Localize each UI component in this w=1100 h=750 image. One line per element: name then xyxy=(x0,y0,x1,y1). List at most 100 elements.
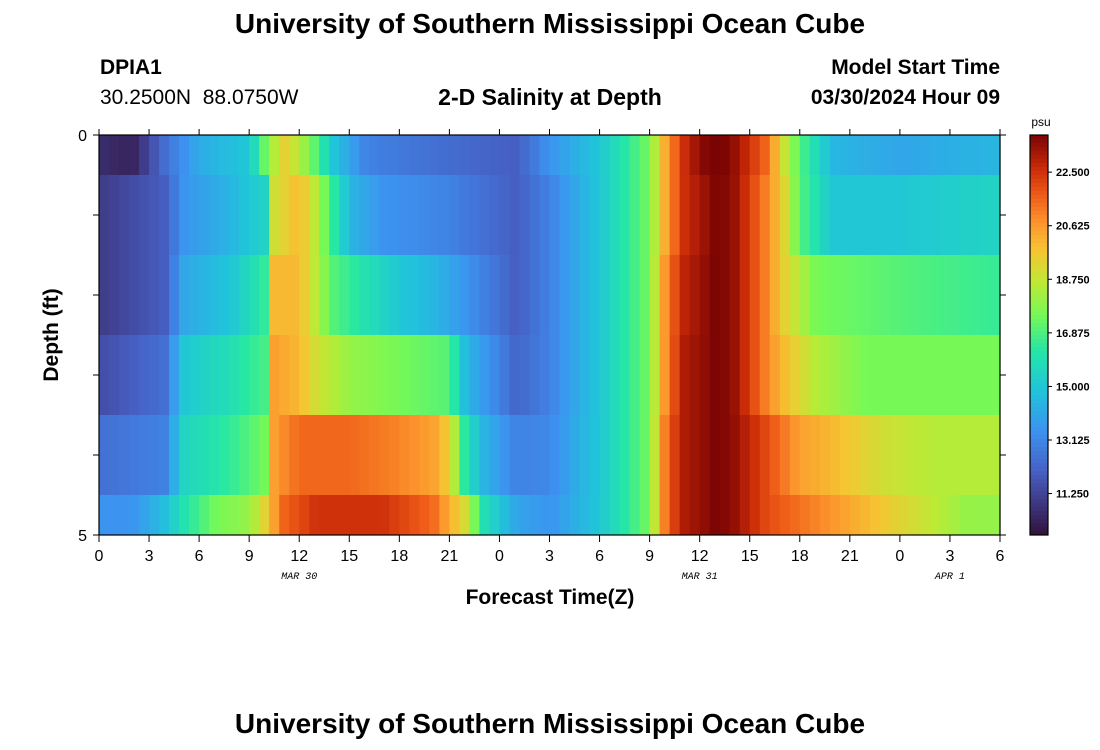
heatmap-cell xyxy=(839,135,851,176)
heatmap-cell xyxy=(879,175,891,256)
heatmap-cell xyxy=(669,415,681,496)
heatmap-cell xyxy=(429,495,440,536)
heatmap-cell xyxy=(359,495,370,536)
colorbar-segment xyxy=(1030,387,1048,392)
x-tick-label: 3 xyxy=(945,548,954,565)
heatmap-cell xyxy=(259,255,270,336)
heatmap-cell xyxy=(389,415,400,496)
heatmap-cell xyxy=(639,495,651,536)
heatmap-cell xyxy=(539,175,551,256)
heatmap-cell xyxy=(499,495,511,536)
heatmap-cell xyxy=(569,255,581,336)
heatmap-cell xyxy=(829,415,841,496)
colorbar-segment xyxy=(1030,219,1048,224)
heatmap-cell xyxy=(149,135,160,176)
colorbar-tick-label: 13.125 xyxy=(1056,435,1090,447)
colorbar-tick-label: 11.250 xyxy=(1056,489,1089,501)
heatmap-cell xyxy=(459,495,471,536)
heatmap-cell xyxy=(969,255,981,336)
heatmap-cell xyxy=(939,495,951,536)
heatmap-cell xyxy=(439,415,450,496)
colorbar-segment xyxy=(1030,179,1048,184)
heatmap-cell xyxy=(519,495,531,536)
colorbar-segment xyxy=(1030,227,1048,232)
date-label: MAR 30 xyxy=(281,572,317,583)
heatmap-cell xyxy=(409,175,420,256)
colorbar-segment xyxy=(1030,379,1048,384)
heatmap-cell xyxy=(499,255,511,336)
heatmap-cell xyxy=(879,415,891,496)
heatmap-cell xyxy=(909,255,921,336)
heatmap-cell xyxy=(599,175,611,256)
heatmap-cell xyxy=(769,415,781,496)
colorbar-segment xyxy=(1030,259,1048,264)
heatmap-cell xyxy=(419,135,430,176)
heatmap-cell xyxy=(219,495,230,536)
colorbar-segment xyxy=(1030,359,1048,364)
heatmap-cell xyxy=(699,335,711,416)
heatmap-cell xyxy=(609,255,621,336)
heatmap-cell xyxy=(559,175,571,256)
heatmap-cell xyxy=(169,335,180,416)
colorbar-segment xyxy=(1030,447,1048,452)
heatmap-cell xyxy=(109,255,120,336)
heatmap-cell xyxy=(139,415,150,496)
heatmap-cell xyxy=(909,415,921,496)
heatmap-cell xyxy=(109,495,120,536)
colorbar-segment xyxy=(1030,479,1048,484)
heatmap-cell xyxy=(179,495,190,536)
heatmap-cell xyxy=(699,495,711,536)
heatmap-cell xyxy=(729,135,741,176)
heatmap-cell xyxy=(179,415,190,496)
heatmap-cell xyxy=(299,495,310,536)
colorbar-segment xyxy=(1030,231,1048,236)
heatmap-cell xyxy=(709,415,721,496)
heatmap-cell xyxy=(149,415,160,496)
colorbar-segment xyxy=(1030,363,1048,368)
heatmap-cell xyxy=(279,335,290,416)
heatmap-cell xyxy=(929,335,941,416)
heatmap-cell xyxy=(859,175,871,256)
heatmap-cell xyxy=(529,495,541,536)
heatmap-cell xyxy=(659,335,671,416)
heatmap-cell xyxy=(419,335,430,416)
colorbar-segment xyxy=(1030,451,1048,456)
heatmap-cell xyxy=(219,255,230,336)
heatmap-cell xyxy=(699,255,711,336)
heatmap-cell xyxy=(849,335,861,416)
heatmap-cell xyxy=(879,495,891,536)
heatmap-cell xyxy=(229,175,240,256)
heatmap-cell xyxy=(969,495,981,536)
heatmap-cell xyxy=(589,175,601,256)
heatmap-cell xyxy=(629,135,641,176)
heatmap-cell xyxy=(859,335,871,416)
heatmap-cell xyxy=(959,255,971,336)
heatmap-cell xyxy=(929,135,941,176)
heatmap-cell xyxy=(959,135,971,176)
heatmap-cell xyxy=(929,495,941,536)
heatmap-cell xyxy=(289,335,300,416)
heatmap-cell xyxy=(649,495,661,536)
colorbar-segment xyxy=(1030,191,1048,196)
heatmap-cell xyxy=(569,415,581,496)
heatmap-cell xyxy=(769,335,781,416)
heatmap-cell xyxy=(319,335,330,416)
colorbar-segment xyxy=(1030,211,1048,216)
heatmap-cell xyxy=(189,495,200,536)
heatmap-cell xyxy=(839,495,851,536)
colorbar-segment xyxy=(1030,523,1048,528)
heatmap-cell xyxy=(689,135,701,176)
colorbar-segment xyxy=(1030,403,1048,408)
colorbar-segment xyxy=(1030,463,1048,468)
heatmap-cell xyxy=(699,135,711,176)
heatmap-cell xyxy=(889,135,901,176)
heatmap-cell xyxy=(439,335,450,416)
heatmap-cell xyxy=(579,415,591,496)
heatmap-cell xyxy=(829,255,841,336)
heatmap-cell xyxy=(989,255,1001,336)
heatmap-cell xyxy=(819,175,831,256)
heatmap-cell xyxy=(219,175,230,256)
heatmap-cell xyxy=(819,135,831,176)
heatmap-cell xyxy=(339,255,350,336)
heatmap-cell xyxy=(159,175,170,256)
